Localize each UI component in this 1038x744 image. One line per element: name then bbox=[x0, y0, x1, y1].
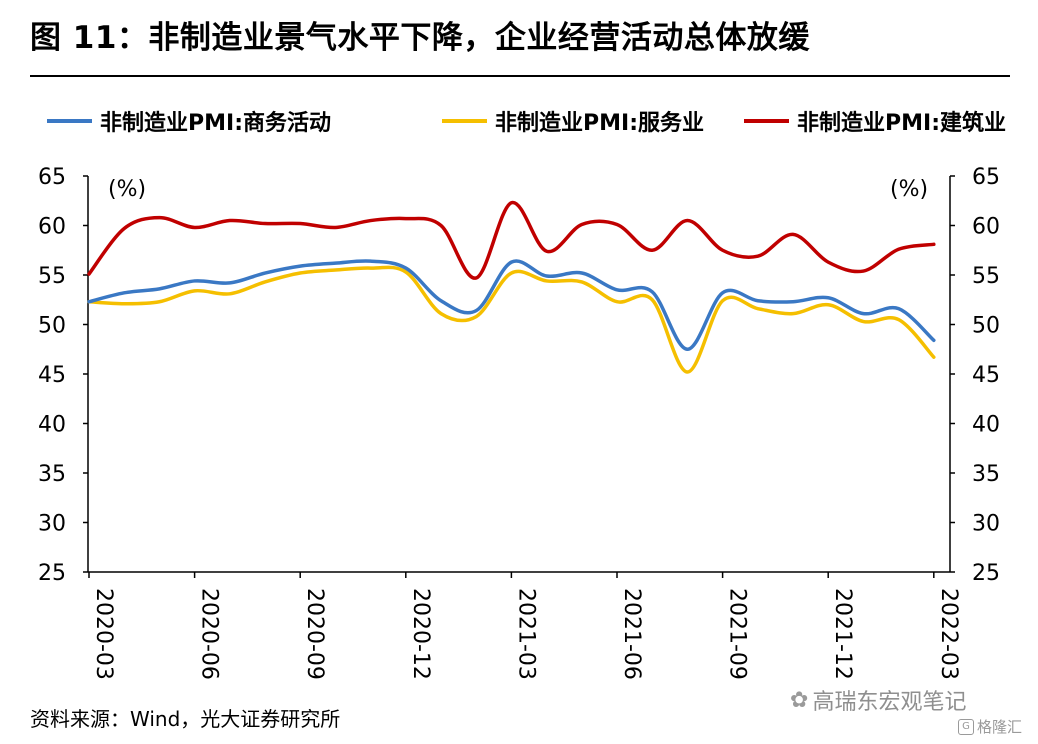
wechat-watermark: ✿ 高瑞东宏观笔记 bbox=[790, 684, 966, 716]
y-tick-label-right: 25 bbox=[972, 561, 1000, 586]
gelonghui-logo-icon: G bbox=[958, 718, 974, 735]
legend-label: 非制造业PMI:商务活动 bbox=[100, 110, 331, 136]
x-tick-label: 2022-03 bbox=[936, 588, 961, 680]
y-tick-label-right: 65 bbox=[972, 165, 1000, 190]
y-tick-label-left: 40 bbox=[38, 413, 66, 438]
figure-title: 图 11：非制造业景气水平下降，企业经营活动总体放缓 bbox=[30, 20, 810, 56]
y-tick-label-right: 35 bbox=[972, 462, 1000, 487]
x-tick-label: 2020-06 bbox=[197, 588, 222, 680]
y-tick-label-right: 50 bbox=[972, 314, 1000, 339]
y-tick-label-left: 25 bbox=[38, 561, 66, 586]
source-note: 资料来源：Wind，光大证券研究所 bbox=[30, 707, 341, 731]
y-tick-label-left: 55 bbox=[38, 264, 66, 289]
y-tick-label-left: 45 bbox=[38, 363, 66, 388]
legend-label: 非制造业PMI:服务业 bbox=[495, 111, 704, 136]
y-tick-label-right: 40 bbox=[972, 413, 1000, 438]
chart-series-lines bbox=[87, 200, 936, 374]
y-tick-label-right: 55 bbox=[972, 264, 1000, 289]
y-tick-label-left: 30 bbox=[38, 512, 66, 537]
title-rule bbox=[30, 75, 1010, 77]
x-tick-label: 2021-09 bbox=[725, 588, 750, 680]
watermark-text: 高瑞东宏观笔记 bbox=[812, 690, 967, 715]
chart-axes: 25 25 30 30 35 35 40 40 45 45 50 50 55 55 60 60 65 65 2020… bbox=[38, 165, 1000, 680]
x-tick-label: 2020-03 bbox=[91, 588, 116, 680]
x-tick-label: 2021-06 bbox=[619, 588, 644, 680]
series-line-1 bbox=[87, 265, 936, 374]
y-tick-label-left: 50 bbox=[38, 314, 66, 339]
x-tick-label: 2020-12 bbox=[408, 588, 433, 680]
y-tick-label-right: 30 bbox=[972, 512, 1000, 537]
right-unit-label: (%) bbox=[890, 177, 928, 202]
x-tick-label: 2021-03 bbox=[513, 588, 538, 680]
series-line-0 bbox=[87, 259, 936, 352]
wechat-icon: ✿ bbox=[790, 687, 809, 713]
y-tick-label-left: 65 bbox=[38, 165, 66, 190]
series-line-2 bbox=[87, 200, 936, 280]
gelonghui-watermark: G 格隆汇 bbox=[958, 716, 1022, 737]
y-tick-label-left: 60 bbox=[38, 215, 66, 240]
chart-legend: 非制造业PMI:商务活动 非制造业PMI:服务业 非制造业PMI:建筑业 bbox=[47, 110, 1006, 136]
legend-label: 非制造业PMI:建筑业 bbox=[797, 110, 1006, 136]
y-tick-label-right: 60 bbox=[972, 215, 1000, 240]
x-tick-label: 2021-12 bbox=[830, 588, 855, 680]
watermark2-text: 格隆汇 bbox=[977, 718, 1023, 736]
y-tick-label-left: 35 bbox=[38, 462, 66, 487]
x-tick-label: 2020-09 bbox=[302, 588, 327, 680]
y-tick-label-right: 45 bbox=[972, 363, 1000, 388]
left-unit-label: (%) bbox=[108, 177, 146, 202]
